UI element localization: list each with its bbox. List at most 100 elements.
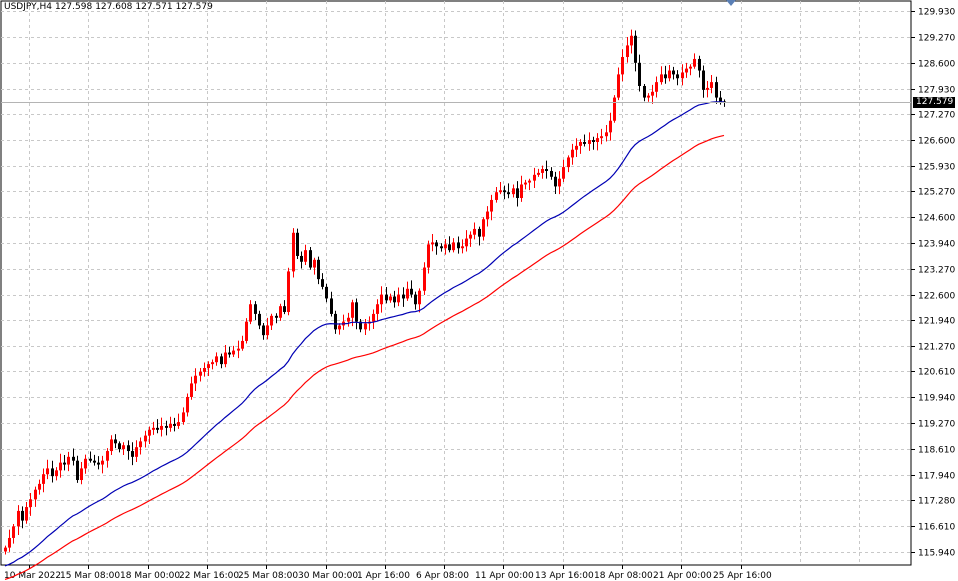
candle-body xyxy=(571,149,574,158)
y-axis-tick-label: 121.940 xyxy=(918,317,955,327)
chart-shift-marker-icon[interactable] xyxy=(726,0,736,6)
candle-body xyxy=(338,325,341,330)
candle-body xyxy=(4,547,7,552)
candle-body xyxy=(512,188,515,195)
candle-body xyxy=(621,57,624,75)
candle-body xyxy=(118,443,121,450)
candle-body xyxy=(89,458,92,461)
candle-body xyxy=(156,427,159,430)
close-value: 127.579 xyxy=(175,2,213,12)
y-axis-tick-label: 117.940 xyxy=(918,472,955,482)
current-price-badge: 127.579 xyxy=(913,97,955,108)
candle-body xyxy=(169,424,172,428)
candle-body xyxy=(12,526,15,538)
x-axis-tick-label: 15 Mar 08:00 xyxy=(60,571,120,581)
candle-body xyxy=(605,132,608,137)
candle-body xyxy=(199,371,202,376)
x-axis-tick-label: 25 Apr 16:00 xyxy=(713,571,772,581)
y-axis-tick-label: 129.270 xyxy=(918,34,955,44)
candle-body xyxy=(46,468,49,475)
candle-body xyxy=(630,35,633,46)
candle-body xyxy=(237,348,240,351)
candle-body xyxy=(660,74,663,83)
candle-body xyxy=(177,422,180,426)
candle-body xyxy=(520,184,523,199)
candle-body xyxy=(122,445,125,450)
moving-average-fast-line xyxy=(4,101,724,567)
candle-body xyxy=(600,136,603,139)
candle-body xyxy=(84,458,87,469)
y-axis-tick-label: 125.270 xyxy=(918,188,955,198)
candle-body xyxy=(499,190,502,193)
candle-body xyxy=(550,170,553,177)
candle-body xyxy=(672,70,675,75)
candle-body xyxy=(537,172,540,175)
candle-body xyxy=(469,234,472,239)
candle-body xyxy=(676,74,679,79)
candle-body xyxy=(34,489,37,500)
candle-body xyxy=(486,211,489,220)
candle-body xyxy=(287,271,290,312)
y-axis-tick-label: 126.600 xyxy=(918,137,955,147)
y-axis-tick-label: 123.270 xyxy=(918,266,955,276)
candle-body xyxy=(575,145,578,150)
candle-body xyxy=(668,70,671,79)
candle-body xyxy=(380,294,383,305)
candle-body xyxy=(275,315,278,318)
candle-body xyxy=(173,424,176,426)
candle-body xyxy=(558,178,561,187)
candle-body xyxy=(215,356,218,363)
candle-body xyxy=(418,290,421,305)
candle-body xyxy=(689,66,692,69)
candle-body xyxy=(80,468,83,481)
candle-body xyxy=(452,242,455,251)
candle-body xyxy=(461,246,464,249)
candle-body xyxy=(29,499,32,508)
symbol-header: USDJPY,H4 127.598 127.608 127.571 127.57… xyxy=(4,2,213,12)
y-axis-tick-label: 118.610 xyxy=(918,446,955,456)
candle-body xyxy=(359,321,362,330)
candle-body xyxy=(609,120,612,133)
candle-body xyxy=(351,302,354,318)
candle-body xyxy=(296,232,299,256)
symbol-name: USDJPY,H4 xyxy=(4,2,52,12)
candle-body xyxy=(528,180,531,183)
x-axis-tick-label: 11 Apr 00:00 xyxy=(475,571,534,581)
candle-body xyxy=(182,412,185,423)
candle-body xyxy=(76,460,79,481)
candle-body xyxy=(144,435,147,442)
candle-body xyxy=(347,317,350,322)
candle-body xyxy=(152,427,155,430)
candle-body xyxy=(330,298,333,314)
candle-body xyxy=(283,306,286,312)
candle-body xyxy=(321,279,324,287)
candle-body xyxy=(473,228,476,235)
candle-body xyxy=(562,167,565,179)
candle-body xyxy=(93,460,96,463)
y-axis-tick-label: 129.930 xyxy=(918,8,955,18)
candle-body xyxy=(393,296,396,303)
candle-body xyxy=(643,85,646,98)
candle-body xyxy=(194,375,197,384)
y-axis-tick-label: 119.270 xyxy=(918,420,955,430)
candle-body xyxy=(203,367,206,372)
candle-body xyxy=(541,169,544,173)
x-axis-tick-label: 18 Mar 00:00 xyxy=(120,571,180,581)
candle-body xyxy=(503,190,506,193)
candle-body xyxy=(634,35,637,63)
candle-body xyxy=(702,70,705,90)
candle-body xyxy=(583,142,586,144)
candle-body xyxy=(376,304,379,314)
x-axis-tick-label: 22 Mar 16:00 xyxy=(179,571,239,581)
candle-body xyxy=(165,425,168,428)
candle-body xyxy=(38,483,41,490)
candle-body xyxy=(406,288,409,299)
candle-body xyxy=(524,182,527,185)
candle-body xyxy=(127,445,130,452)
candle-body xyxy=(254,304,257,314)
candle-body xyxy=(490,199,493,212)
candle-body xyxy=(300,255,303,262)
candle-body xyxy=(710,82,713,88)
